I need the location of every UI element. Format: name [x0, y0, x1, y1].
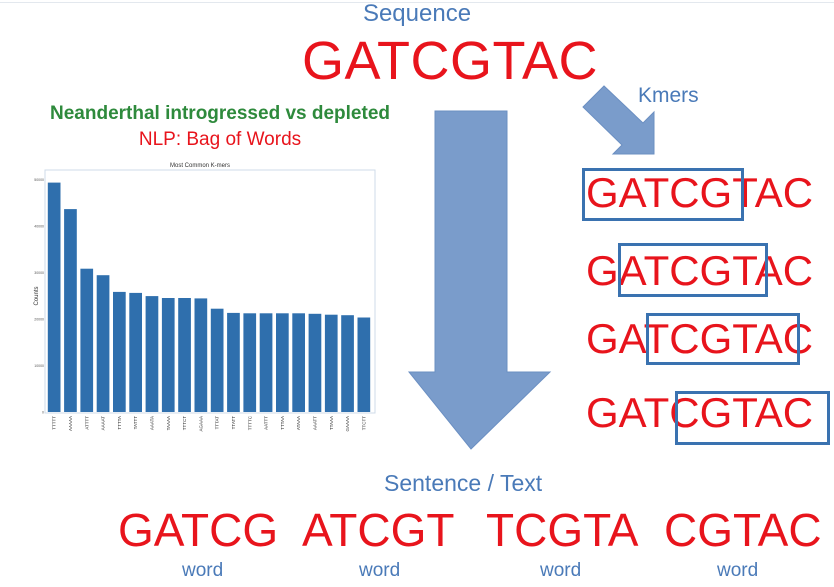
bar-TTTCT: [178, 298, 191, 412]
bar-AAAAT: [96, 275, 110, 412]
sentence-word-1: GATCG: [118, 504, 279, 556]
chart-ylabel: Counts: [34, 286, 40, 305]
bar-TTTTT: [47, 182, 61, 412]
big-down-arrow: [407, 110, 552, 450]
chart-title-line2: NLP: Bag of Words: [138, 129, 302, 150]
sentence-word-2: ATCGT: [302, 504, 455, 556]
kmer-row-3: GATCGTAC: [586, 318, 813, 360]
word-label-1: word: [182, 560, 224, 581]
y-tick-label: 20000: [34, 317, 44, 321]
kmer-prefix: G: [586, 247, 619, 294]
bar-TTAAA: [324, 314, 338, 412]
x-tick-label: TTTTT: [52, 416, 57, 430]
top-divider: [0, 2, 834, 3]
bar-TTTAT: [210, 308, 224, 412]
bar-TTTTC: [243, 313, 257, 412]
bar-TTTTA: [113, 291, 126, 412]
bar-GAAAA: [341, 315, 354, 412]
x-tick-label: AAAAA: [68, 416, 73, 431]
bar-TATTT: [129, 292, 142, 412]
y-tick-label: 10000: [34, 364, 44, 368]
kmer-box-4: [675, 391, 830, 445]
x-tick-label: GAAAA: [345, 416, 350, 432]
x-tick-label: TTCTT: [361, 416, 366, 430]
chart-frame: [44, 169, 376, 414]
kmer-suffix: AC: [754, 247, 814, 294]
kmer-row-1: GATCGTAC: [586, 172, 813, 214]
bar-TTATT: [227, 312, 240, 412]
x-tick-label: AATTT: [264, 416, 269, 430]
chart-title: Most Common K-mers: [170, 163, 230, 169]
chart-yticks: 0 10000 20000 30000 40000 50000: [34, 178, 44, 415]
kmer-prefix: GAT: [586, 389, 670, 436]
kmer-bar-chart: Most Common K-mers Counts 0 10000 20000 300…: [30, 158, 380, 448]
bar-AATTT: [259, 313, 273, 412]
x-tick-label: TTTTA: [117, 416, 122, 430]
sentence-word-3: TCGTA: [486, 504, 639, 556]
y-tick-label: 50000: [34, 178, 44, 182]
bar-AAATA: [145, 296, 159, 412]
kmer-box-2: [618, 243, 768, 297]
x-tick-label: TATTT: [133, 416, 138, 430]
word-label-2: word: [359, 560, 401, 581]
sentence-word-4: CGTAC: [664, 504, 822, 556]
x-tick-label: TTTCT: [182, 416, 187, 430]
sequence-text: GATCGTAC: [302, 31, 598, 91]
word-label-4: word: [717, 560, 759, 581]
sequence-heading: Sequence: [362, 0, 472, 27]
chart-title-line1: Neanderthal introgressed vs depleted: [50, 103, 390, 124]
y-tick-label: 30000: [34, 271, 44, 275]
kmer-window: GATCG: [586, 169, 733, 216]
chart-bars: [47, 182, 371, 412]
x-tick-label: TAAAA: [166, 416, 171, 430]
bar-TAAAA: [161, 298, 175, 412]
x-tick-label: AAATA: [150, 416, 155, 430]
kmer-window: TCGTA: [643, 315, 783, 362]
x-tick-label: ATAAA: [296, 416, 301, 430]
diagonal-arrow: [582, 85, 655, 155]
bar-AAATT: [308, 313, 322, 412]
x-tick-label: TTATT: [231, 416, 236, 430]
kmer-window: ATCGT: [618, 247, 755, 294]
sentence-heading: Sentence / Text: [384, 470, 543, 496]
kmer-prefix: GA: [586, 315, 644, 362]
bar-TTCTT: [357, 317, 371, 412]
bar-TTTAA: [276, 313, 289, 412]
x-tick-label: AAATT: [312, 416, 317, 430]
x-tick-label: AAAAT: [101, 416, 106, 431]
bar-ATAAA: [292, 313, 305, 412]
x-tick-label: TTTAA: [280, 416, 285, 430]
bar-AAAAA: [64, 209, 77, 412]
bar-ATTTT: [80, 268, 94, 412]
kmer-box-3: [646, 313, 800, 365]
kmer-box-1: [582, 168, 744, 221]
kmer-row-4: GATCGTAC: [586, 392, 813, 434]
chart-xticks: TTTTT AAAAA ATTTT AAAAT TTTTA TATTT AAATA TAAAA…: [52, 415, 367, 431]
y-tick-label: 0: [42, 411, 44, 415]
x-tick-label: TTTAT: [215, 416, 220, 430]
x-tick-label: ATTTT: [84, 416, 89, 430]
x-tick-label: AGAAA: [198, 416, 203, 432]
bar-AGAAA: [194, 298, 208, 412]
kmers-label: Kmers: [638, 84, 699, 107]
x-tick-label: TTAAA: [329, 416, 334, 430]
y-tick-label: 40000: [34, 224, 44, 228]
x-tick-label: TTTTC: [247, 415, 252, 430]
kmer-suffix: TAC: [732, 169, 814, 216]
kmer-window: CGTAC: [669, 389, 814, 436]
kmer-row-2: GATCGTAC: [586, 250, 813, 292]
word-label-3: word: [540, 560, 582, 581]
